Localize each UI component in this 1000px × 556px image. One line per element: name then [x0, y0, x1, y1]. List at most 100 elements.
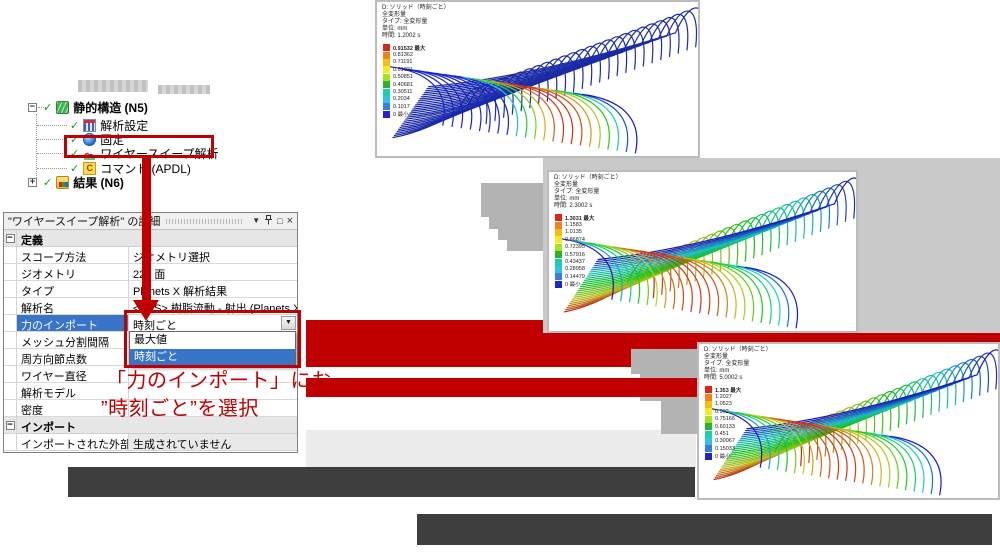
wire-curve	[889, 435, 942, 496]
legend-value: 0.50851	[393, 74, 413, 81]
legend-row: 0.14479	[555, 273, 594, 281]
legend-row: 0.902	[705, 408, 741, 416]
legend-value: 0.57916	[565, 251, 585, 258]
legend-value: 0.451	[715, 431, 729, 438]
tree-item-label: 解析設定	[100, 119, 149, 133]
result-header-line: D: ソリッド（時刻ごと）	[704, 347, 772, 353]
details-row: 解析名 <SYS> 樹脂流動 - 射出 (Planets X)	[4, 298, 297, 315]
result-header-line: D: ソリッド（時刻ごと）	[382, 5, 450, 11]
legend-value: 0.28958	[565, 266, 585, 273]
tree-connector-line	[37, 139, 67, 140]
legend-color-swatch	[705, 400, 712, 408]
legend-row: 1.353 最大	[705, 386, 742, 394]
legend-value: 0.2034	[393, 96, 410, 103]
legend-value: 0.71191	[393, 59, 413, 66]
wire-curve	[508, 83, 564, 143]
property-label: メッシュ分割間隔	[17, 332, 129, 349]
property-value[interactable]: 228 面	[129, 264, 297, 281]
legend-color-swatch	[383, 51, 390, 59]
legend-color-swatch	[383, 73, 390, 81]
tree-item-results[interactable]: ✓ 結果 (N6)	[28, 175, 124, 190]
red-arrow	[142, 158, 151, 302]
close-icon[interactable]: ×	[286, 215, 293, 227]
checkmark-icon: ✓	[43, 101, 53, 114]
result-header-line: D: ソリッド（時刻ごと）	[554, 175, 622, 181]
result-header-line: 時間: 2.3002 s	[554, 203, 593, 209]
legend-value: 0.902	[715, 408, 729, 415]
legend-color-swatch	[555, 214, 562, 222]
gray-arrow-step	[631, 349, 697, 374]
legend-value: 1.353 最大	[715, 387, 742, 394]
result-viewport[interactable]	[377, 2, 698, 156]
legend-value: 0 最小	[715, 454, 731, 461]
property-value-text: 生成されていません	[133, 439, 232, 451]
property-value[interactable]	[129, 400, 297, 417]
checkmark-icon: ✓	[70, 133, 80, 146]
wire-sweep-highlight-box	[64, 135, 214, 158]
dropdown-option[interactable]: 最大値	[134, 334, 167, 346]
redacted-caption-bar	[417, 514, 992, 545]
gray-backdrop-strip	[306, 430, 696, 468]
red-arrow-band-lower	[306, 378, 697, 397]
pin-icon[interactable]	[264, 215, 273, 227]
legend-value: 0.1017	[393, 103, 410, 110]
property-value[interactable]: Planets X 解析結果	[129, 281, 297, 298]
details-row: 定義	[4, 230, 297, 247]
row-gutter	[4, 366, 17, 383]
result-header-line: 単位: mm	[704, 368, 730, 374]
redacted-text-block	[158, 85, 210, 94]
section-label: インポート	[17, 417, 297, 434]
annotation-line2: ”時刻ごと”を選択	[101, 398, 259, 420]
result-header-line: 単位: mm	[382, 26, 408, 32]
legend-row: 0.30067	[705, 437, 741, 445]
legend-row: 1.0523	[705, 400, 741, 408]
maximize-icon[interactable]: □	[277, 216, 283, 226]
property-value[interactable]: <SYS> 樹脂流動 - 射出 (Planets X)	[129, 298, 297, 315]
row-gutter	[4, 264, 17, 281]
wire-curve	[597, 177, 856, 261]
result-viewport[interactable]	[549, 172, 856, 331]
property-value-text: 時刻ごと	[133, 320, 177, 332]
legend-row: 1.1583	[555, 221, 594, 229]
chevron-down-icon[interactable]: ▼	[252, 216, 261, 225]
force-import-dropdown-list: 最大値時刻ごと	[129, 331, 296, 367]
property-value[interactable]: ジオメトリ選択	[129, 247, 297, 264]
expand-expander-icon[interactable]	[28, 178, 37, 187]
tree-item-static-structural[interactable]: ✓ 静的構造 (N5)	[28, 100, 148, 115]
property-label: 周方向節点数	[17, 349, 129, 366]
wire-curve	[744, 266, 799, 329]
legend-row: 0.57916	[555, 251, 594, 259]
section-collapse-icon[interactable]	[5, 420, 15, 430]
section-collapse-icon[interactable]	[5, 233, 15, 243]
result-panel-1: D: ソリッド（時刻ごと） 全変形量 タイプ: 全変形量 単位: mm 時間: 1.20…	[375, 0, 700, 158]
titlebar-drag-texture[interactable]	[166, 218, 243, 224]
dropdown-option[interactable]: 時刻ごと	[130, 349, 295, 366]
row-gutter	[4, 315, 17, 332]
legend-row: 0.61021	[383, 66, 425, 74]
property-label: ジオメトリ	[17, 264, 129, 281]
property-value[interactable]	[129, 383, 297, 400]
legend-row: 0.28958	[555, 265, 594, 273]
wire-curve	[581, 93, 638, 154]
legend-value: 0.30067	[715, 438, 735, 445]
legend-row: 0.1017	[383, 103, 425, 111]
tree-connector-line	[36, 114, 37, 182]
collapse-expander-icon[interactable]	[28, 103, 37, 112]
gray-arrow-step	[489, 217, 543, 229]
legend-color-swatch	[383, 44, 390, 52]
legend-color-swatch	[555, 258, 562, 266]
combo-dropdown-button[interactable]: ▼	[281, 316, 296, 330]
legend-row: 0.30511	[383, 88, 425, 96]
details-row: インポート	[4, 417, 297, 434]
result-header-line: 単位: mm	[554, 196, 580, 202]
wire-curve	[593, 187, 839, 267]
legend-color-swatch	[705, 408, 712, 416]
property-value[interactable]: 生成されていません	[129, 434, 297, 451]
legend-color-swatch	[705, 393, 712, 401]
result-viewport[interactable]	[699, 344, 998, 498]
property-label: ワイヤー直径	[17, 366, 129, 383]
tree-item-analysis-settings[interactable]: ✓ 解析設定	[70, 118, 148, 133]
legend-color-swatch	[555, 273, 562, 281]
property-value[interactable]	[129, 366, 297, 383]
wire-curve	[742, 358, 981, 436]
